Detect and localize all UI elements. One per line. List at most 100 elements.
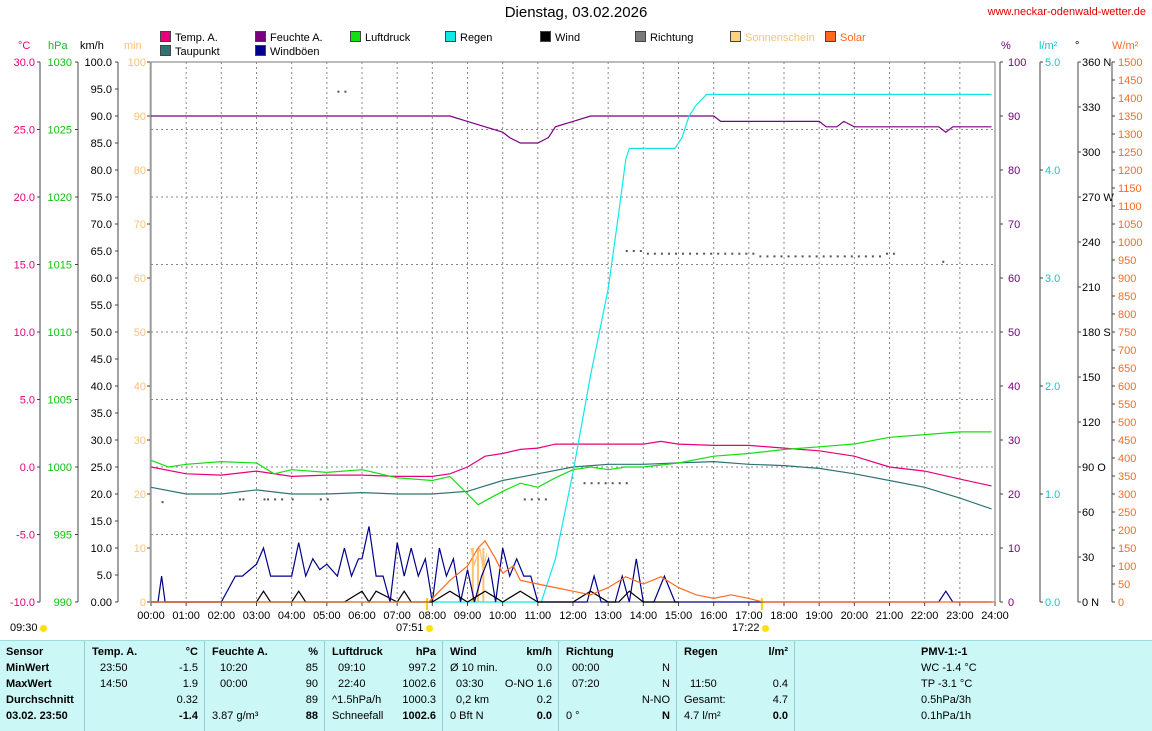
y-tick-label-direction: 90 O	[1082, 462, 1106, 474]
direction-dot	[864, 255, 867, 258]
cell-value: N-NO	[641, 694, 670, 706]
direction-dot	[625, 482, 628, 485]
y-tick-label-solar: 0	[1118, 597, 1124, 609]
x-tick-label: 20:00	[841, 610, 869, 622]
direction-dot	[710, 252, 713, 255]
cell-time: 3.87 g/m³	[212, 710, 259, 722]
y-tick-label-temp: 10.0	[14, 327, 35, 339]
y-tick-label-temp: -10.0	[10, 597, 35, 609]
header-unit: l/m²	[768, 646, 788, 658]
cell-value: 0.5hPa/3h	[921, 694, 972, 706]
y-tick-label-solar: 1200	[1118, 165, 1142, 177]
table-row: Durchschnitt	[0, 694, 84, 710]
y-tick-label-solar: 1100	[1118, 201, 1142, 213]
direction-dot	[843, 255, 846, 258]
cell-time: 0 Bft N	[450, 710, 484, 722]
direction-dot	[274, 498, 277, 501]
y-tick-label-sun: 90	[134, 111, 146, 123]
y-tick-label-humidity: 90	[1008, 111, 1020, 123]
y-tick-label-direction: 150	[1082, 372, 1100, 384]
table-row: ^1.5hPa/h 1000.3	[326, 694, 442, 710]
row-label: 03.02. 23:50	[6, 710, 68, 722]
y-tick-label-solar: 1450	[1118, 75, 1142, 87]
sun-icon	[425, 625, 433, 632]
y-tick-label-sun: 40	[134, 381, 146, 393]
x-tick-label: 22:00	[911, 610, 939, 622]
weather-chart: 00:00 01:00 02:00 03:00 04:00 05:00 06:00 07:00…	[10, 57, 1143, 622]
cell-value: 1002.6	[402, 678, 436, 690]
x-tick-label: 14:00	[630, 610, 658, 622]
y-tick-label-humidity: 20	[1008, 489, 1020, 501]
header-label: Regen	[684, 646, 718, 658]
y-tick-label-direction: 210	[1082, 282, 1100, 294]
table-row: MaxWert	[0, 678, 84, 694]
y-tick-label-sun: 100	[128, 57, 146, 69]
direction-dot	[344, 90, 347, 93]
direction-dot	[942, 260, 945, 263]
direction-dot	[780, 255, 783, 258]
table-row: Gesamt: 4.7	[678, 694, 794, 710]
x-tick-label: 13:00	[594, 610, 622, 622]
col-humidity: Feuchte A.% 10:20 85 00:00 90 89 3.87 g/m³…	[206, 641, 325, 731]
legend-direction: Richtung	[635, 31, 693, 44]
y-tick-label-humidity: 40	[1008, 381, 1020, 393]
table-row: TP -3.1 °C	[796, 678, 1151, 694]
sunrise-time: 07:51	[396, 622, 433, 634]
direction-dot	[544, 498, 547, 501]
legend-label: Temp. A.	[175, 32, 218, 44]
cell-time: 00:00	[220, 678, 248, 690]
direction-dot	[530, 498, 533, 501]
cell-value: 0.4	[772, 678, 788, 690]
y-tick-label-solar: 450	[1118, 435, 1136, 447]
cell-time: 11:50	[690, 678, 717, 690]
header-label: Sensor	[6, 646, 44, 658]
x-tick-label: 18:00	[770, 610, 798, 622]
cell-time: 0,2 km	[456, 694, 490, 706]
y-tick-label-sun: 50	[134, 327, 146, 339]
cell-time: ^1.5hPa/h	[332, 694, 382, 706]
y-tick-label-wind: 50.0	[91, 327, 112, 339]
header-unit: %	[308, 646, 318, 658]
site-url[interactable]: www.neckar-odenwald-wetter.de	[987, 6, 1146, 18]
y-tick-label-solar: 1350	[1118, 111, 1142, 123]
y-tick-label-pressure: 1030	[48, 57, 72, 69]
table-row: Ø 10 min. 0.0	[444, 662, 558, 678]
x-tick-label: 15:00	[665, 610, 693, 622]
legend-label: Taupunkt	[175, 46, 220, 58]
y-tick-label-wind: 75.0	[91, 192, 112, 204]
y-tick-label-wind: 30.0	[91, 435, 112, 447]
row-label: MaxWert	[6, 678, 52, 690]
table-row: N-NO	[560, 694, 676, 710]
cell-time: 0 °	[566, 710, 580, 722]
table-row: 3.87 g/m³ 88	[206, 710, 324, 726]
y-tick-label-rain: 1.0	[1045, 489, 1060, 501]
y-tick-label-direction: 240	[1082, 237, 1100, 249]
table-header: Richtung	[560, 646, 676, 662]
unit-temp: °C	[18, 40, 31, 52]
cell-value: 0.0	[536, 662, 552, 674]
cell-value: 85	[305, 662, 318, 674]
y-tick-label-humidity: 100	[1008, 57, 1026, 69]
y-tick-label-wind: 70.0	[91, 219, 112, 231]
y-tick-label-wind: 15.0	[91, 516, 112, 528]
sunset-time: 17:22	[732, 622, 769, 634]
y-tick-label-solar: 300	[1118, 489, 1136, 501]
table-header: Sensor	[0, 646, 84, 662]
col-rain: Regen l/m² 11:50 0.4 Gesamt: 4.7 4.7 l/m² 0.…	[678, 641, 795, 731]
direction-dot	[238, 498, 241, 501]
y-tick-label-solar: 250	[1118, 507, 1136, 519]
y-tick-label-rain: 5.0	[1045, 57, 1060, 69]
direction-dot	[808, 255, 811, 258]
y-tick-label-direction: 60	[1082, 507, 1094, 519]
col-pmv: PMV-1:-1 WC -1.4 °C TP -3.1 °C 0.5hPa/3h…	[796, 641, 1151, 731]
direction-dot	[611, 482, 614, 485]
legend-label: Feuchte A.	[270, 32, 323, 44]
cell-time: Schneefall	[332, 710, 384, 722]
cell-value: N	[662, 710, 670, 722]
col-sensor: Sensor MinWert MaxWert Durchschnitt 03.0…	[0, 641, 85, 731]
legend-swatch	[445, 31, 456, 42]
y-tick-label-direction: 30	[1082, 552, 1094, 564]
direction-dot	[871, 255, 874, 258]
y-tick-label-solar: 550	[1118, 399, 1136, 411]
table-row: 11:50 0.4	[678, 678, 794, 694]
